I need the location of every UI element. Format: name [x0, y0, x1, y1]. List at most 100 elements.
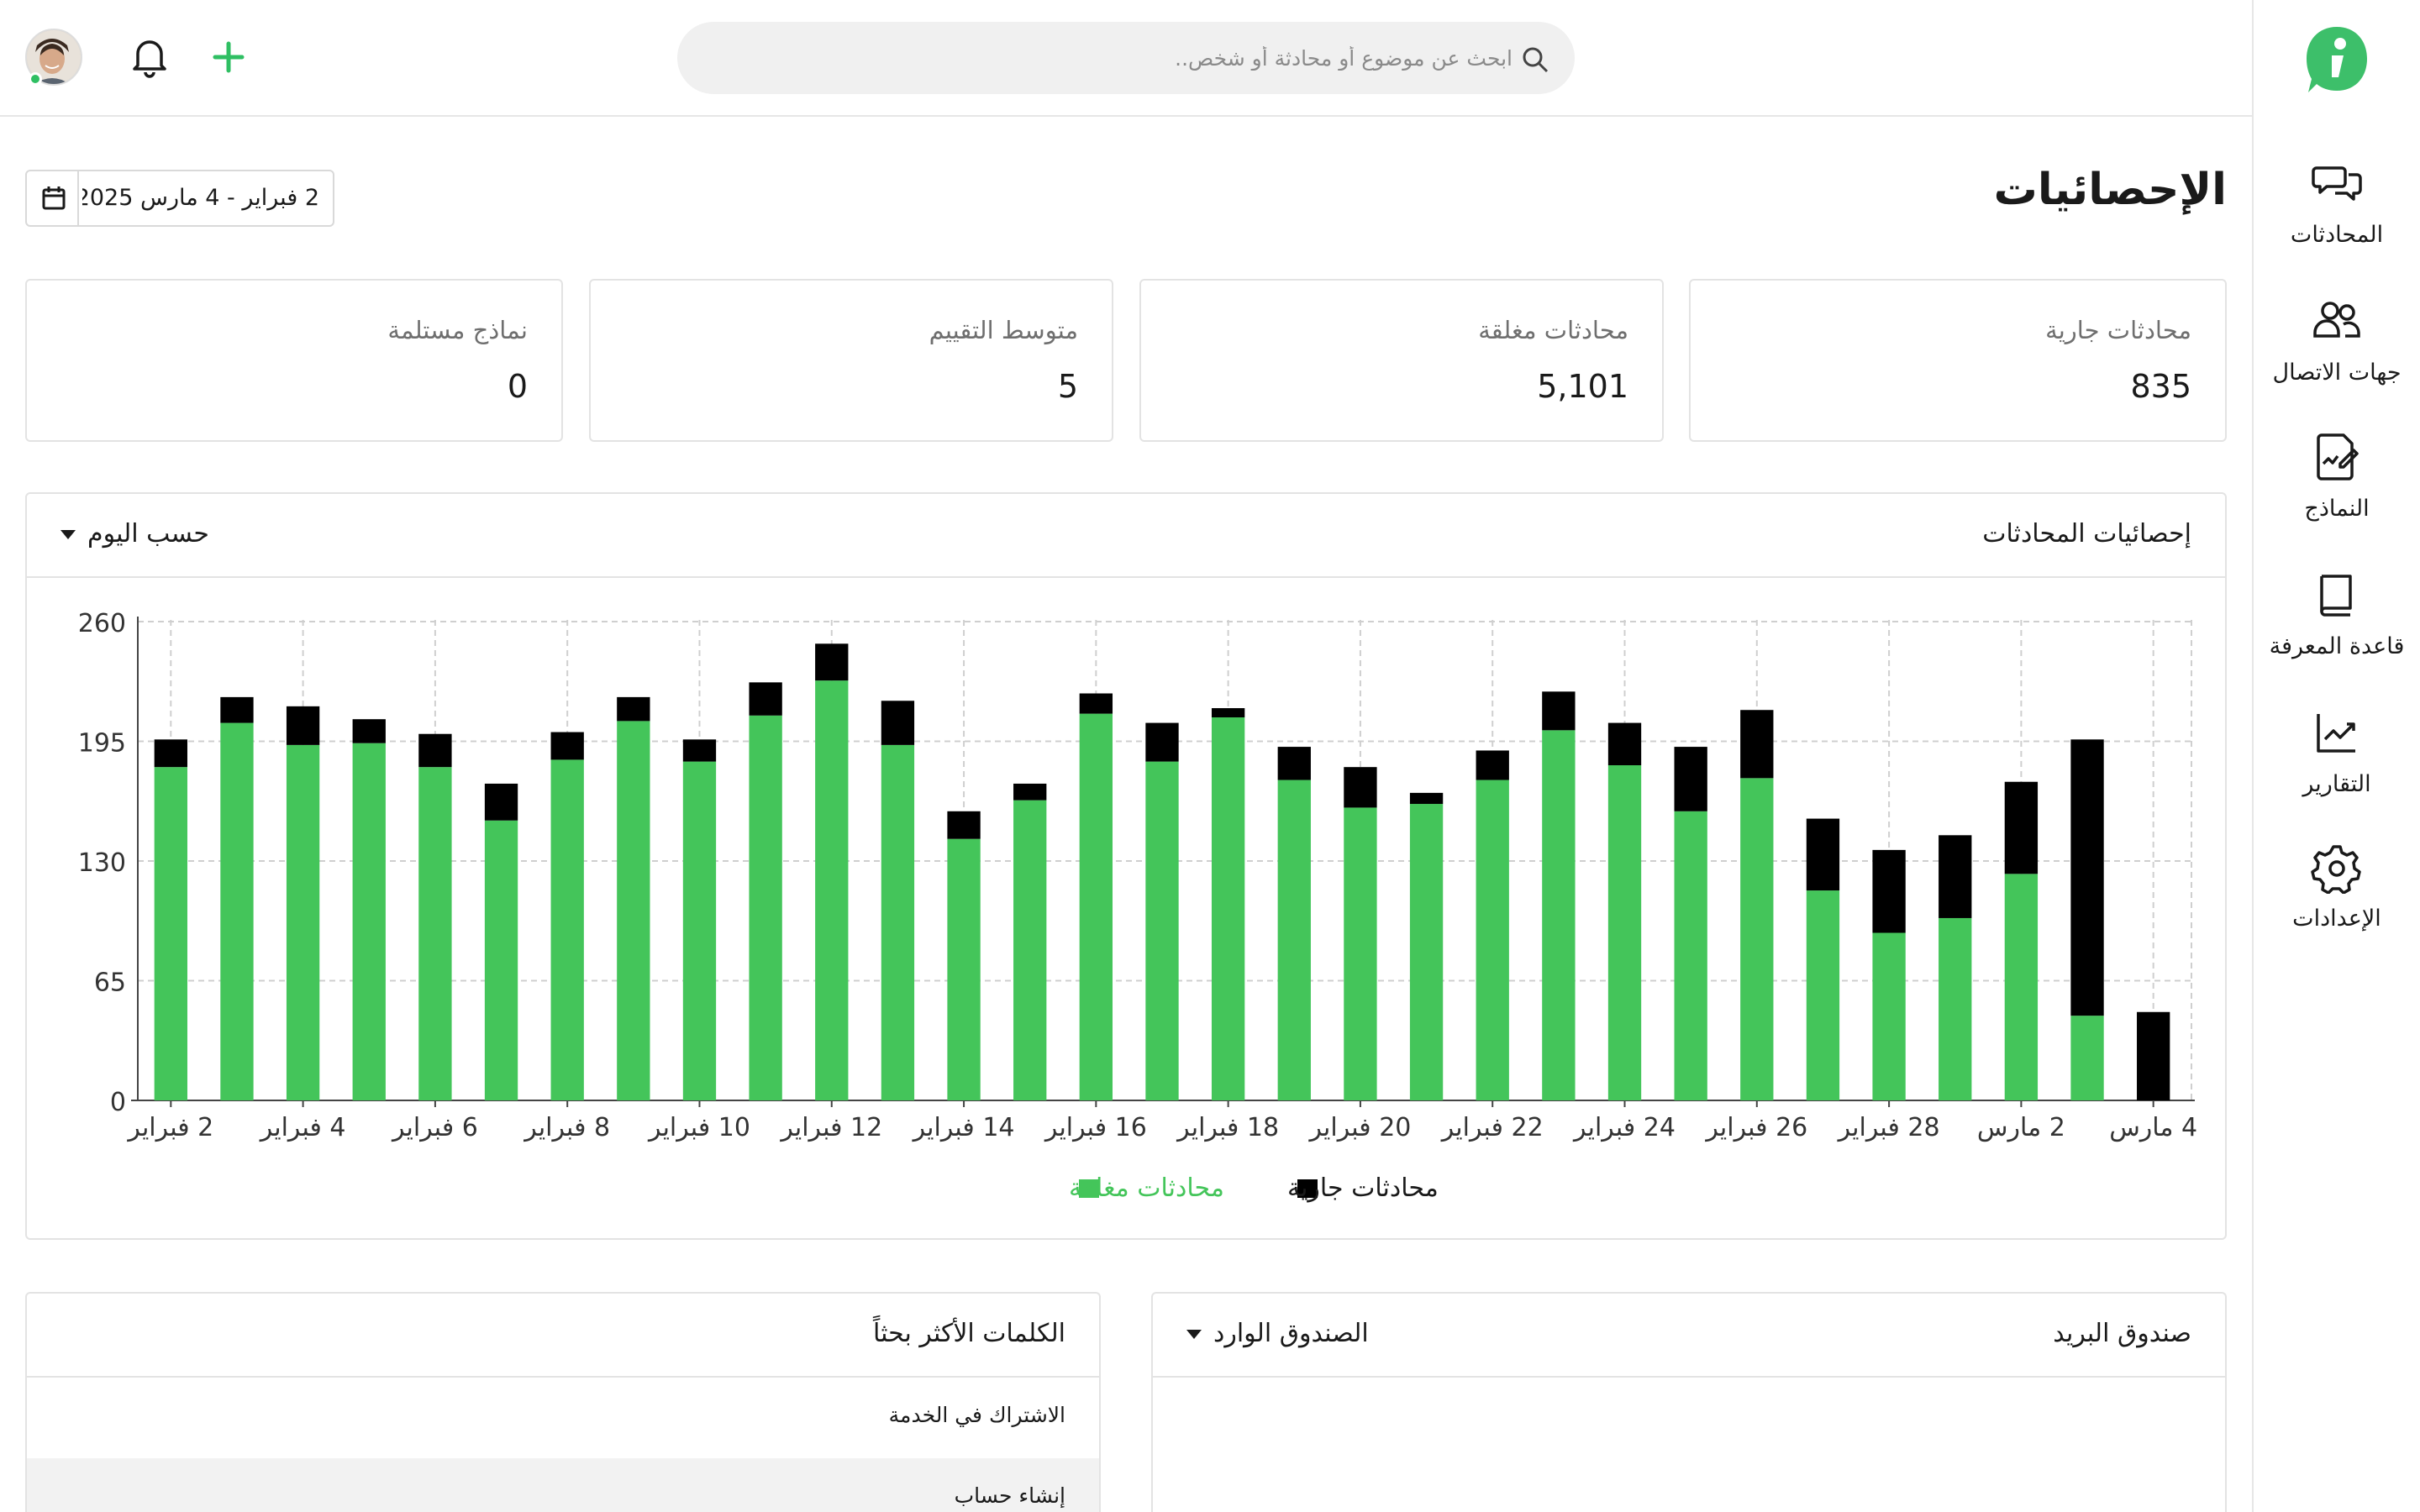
bar-ongoing	[1277, 747, 1311, 780]
bar-closed	[352, 743, 386, 1100]
bar-ongoing	[947, 811, 981, 839]
stacked-bar-chart: 0 65 130 195 260 2 فبراير 4 فبراير 6 فبراير 8 فب…	[78, 609, 2197, 1203]
x-tick-label: 20 فبراير	[1307, 1113, 1411, 1142]
sidebar: المحادثات جهات الاتصال النماذج قاعدة الم…	[2252, 0, 2420, 1512]
bar-closed	[1740, 778, 1774, 1100]
list-item[interactable]: إنشاء حساب	[27, 1458, 1099, 1512]
x-tick-label: 12 فبراير	[779, 1113, 882, 1142]
sidebar-item-forms[interactable]: النماذج	[2254, 430, 2420, 548]
sidebar-item-conversations[interactable]: المحادثات	[2254, 156, 2420, 274]
panel-header: صندوق البريد الصندوق الوارد	[1153, 1294, 2225, 1378]
sidebar-item-label: قاعدة المعرفة	[2269, 633, 2405, 659]
bar-closed	[484, 820, 518, 1100]
bar-closed	[550, 759, 584, 1100]
gear-icon	[2311, 845, 2361, 894]
sidebar-item-knowledge-base[interactable]: قاعدة المعرفة	[2254, 568, 2420, 685]
bar-closed	[1872, 932, 1906, 1100]
kpi-card-average-rating: متوسط التقييم 5	[589, 279, 1113, 442]
bar-ongoing	[154, 739, 187, 768]
x-tick-label: 2 فبراير	[126, 1113, 213, 1142]
calendar-icon	[42, 186, 66, 210]
x-tick-label: 6 فبراير	[391, 1113, 478, 1142]
sidebar-item-contacts[interactable]: جهات الاتصال	[2254, 294, 2420, 412]
sidebar-item-label: النماذج	[2304, 496, 2370, 522]
bell-icon	[133, 40, 166, 78]
bar-ongoing	[1211, 708, 1245, 717]
bar-ongoing	[749, 682, 782, 716]
bar-closed	[220, 722, 254, 1100]
online-status-indicator	[29, 72, 42, 86]
kpi-value: 835	[2130, 368, 2191, 405]
bar-ongoing	[1542, 691, 1576, 731]
kpi-label: متوسط التقييم	[929, 316, 1078, 344]
bar-ongoing	[682, 739, 717, 762]
date-range-text: 2 فبراير - 4 مارس 2025	[82, 185, 319, 211]
bar-ongoing	[1079, 693, 1113, 714]
bar-closed	[418, 767, 452, 1100]
x-tick-label: 10 فبراير	[647, 1113, 750, 1142]
form-edit-icon	[2317, 433, 2359, 480]
panel-header: الكلمات الأكثر بحثاً	[27, 1294, 1099, 1378]
grouping-dropdown[interactable]: حسب اليوم	[60, 519, 209, 549]
bar-ongoing	[484, 783, 518, 821]
conversation-stats-panel: إحصائيات المحادثات حسب اليوم 0 65 130 195 26…	[25, 492, 2227, 1240]
y-tick-label: 0	[110, 1088, 126, 1117]
bar-ongoing	[1939, 835, 1972, 918]
bar-closed	[1211, 717, 1245, 1100]
bar-closed	[2070, 1016, 2104, 1100]
y-tick-label: 260	[78, 609, 126, 638]
panel-title: الكلمات الأكثر بحثاً	[872, 1319, 1065, 1348]
sidebar-item-settings[interactable]: الإعدادات	[2254, 840, 2420, 958]
bar-ongoing	[1806, 818, 1840, 891]
bar-ongoing	[2004, 781, 2039, 874]
date-range-picker[interactable]: 2 فبراير - 4 مارس 2025	[25, 170, 334, 227]
bar-ongoing	[1145, 722, 1179, 762]
calendar-button[interactable]	[27, 171, 79, 225]
list-item[interactable]: الاشتراك في الخدمة	[27, 1378, 1099, 1458]
kpi-card-forms-received: نماذج مستلمة 0	[25, 279, 563, 442]
sidebar-item-reports[interactable]: التقارير	[2254, 706, 2420, 823]
bar-ongoing	[1013, 783, 1047, 801]
bar-ongoing	[418, 733, 452, 768]
x-tick-label: 18 فبراير	[1176, 1113, 1279, 1142]
trend-chart-icon	[2317, 714, 2355, 753]
bar-ongoing	[617, 696, 650, 722]
x-tick-label: 4 فبراير	[259, 1113, 346, 1142]
bar-closed	[1277, 780, 1311, 1100]
bar-ongoing	[1872, 849, 1906, 933]
bar-closed	[1607, 765, 1642, 1100]
grouping-dropdown-value: حسب اليوم	[87, 519, 209, 549]
top-bar	[0, 0, 2252, 117]
bar-closed	[1079, 713, 1113, 1100]
x-tick-label: 16 فبراير	[1044, 1113, 1147, 1142]
inbox-dropdown[interactable]: الصندوق الوارد	[1186, 1319, 1369, 1348]
inbox-dropdown-value: الصندوق الوارد	[1213, 1319, 1369, 1348]
top-keywords-panel: الكلمات الأكثر بحثاً الاشتراك في الخدمة …	[25, 1292, 1101, 1512]
bar-closed	[682, 761, 717, 1100]
bar-closed	[1145, 761, 1179, 1100]
notifications-button[interactable]	[126, 34, 173, 81]
sidebar-item-label: جهات الاتصال	[2272, 360, 2402, 386]
kpi-value: 5	[1057, 368, 1078, 405]
sidebar-item-label: الإعدادات	[2292, 906, 2381, 932]
add-button[interactable]	[205, 34, 252, 81]
chat-bubbles-icon	[2312, 166, 2362, 201]
search-input[interactable]	[702, 22, 1512, 94]
panel-title: إحصائيات المحادثات	[1982, 519, 2191, 549]
keyword-label: الاشتراك في الخدمة	[888, 1403, 1065, 1427]
book-icon	[2320, 575, 2352, 617]
x-tick-label: 8 فبراير	[523, 1113, 610, 1142]
panel-header: إحصائيات المحادثات حسب اليوم	[27, 494, 2225, 578]
kpi-label: نماذج مستلمة	[387, 316, 528, 344]
bar-closed	[286, 744, 320, 1100]
legend-label-closed: محادثات مغلقة	[1069, 1173, 1224, 1203]
sidebar-item-label: المحادثات	[2290, 222, 2384, 248]
bar-closed	[1542, 730, 1576, 1100]
search-bar[interactable]	[677, 22, 1575, 94]
bar-ongoing	[815, 643, 849, 681]
bar-ongoing	[550, 732, 584, 760]
legend-swatch-ongoing	[1297, 1179, 1318, 1198]
x-tick-label: 28 فبراير	[1837, 1113, 1940, 1142]
bar-closed	[1939, 917, 1972, 1100]
app-logo-icon[interactable]	[2303, 24, 2370, 96]
